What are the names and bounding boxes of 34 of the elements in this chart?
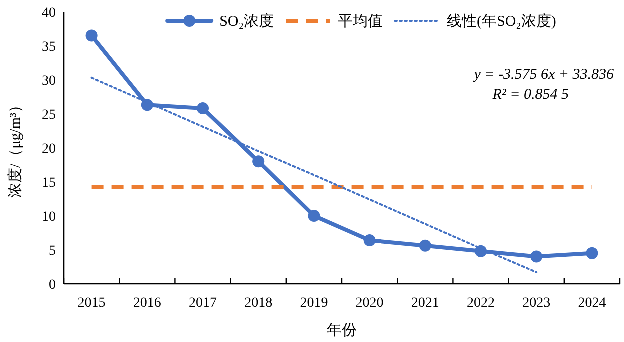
- point: [530, 250, 543, 263]
- point: [197, 102, 209, 115]
- point: [586, 247, 598, 260]
- x-tick-label: 2018: [244, 296, 273, 311]
- x-tick-label: 2021: [411, 296, 440, 311]
- y-tick-label: 0: [49, 278, 56, 293]
- x-tick-label: 2023: [522, 296, 551, 311]
- legend-label: 平均值: [338, 13, 383, 30]
- point: [419, 240, 432, 252]
- x-tick-label: 2022: [467, 296, 495, 311]
- x-tick-label: 2017: [189, 296, 217, 311]
- annotation: R² = 0.854 5: [492, 87, 570, 103]
- point: [308, 210, 320, 222]
- y-tick-label: 15: [42, 176, 56, 191]
- y-tick-label: 35: [42, 40, 56, 55]
- x-tick-label: 2024: [578, 296, 606, 311]
- x-tick-label: 2016: [133, 296, 162, 311]
- point: [252, 156, 265, 168]
- y-tick-label: 10: [42, 210, 56, 225]
- y-tick-label: 20: [42, 142, 56, 157]
- x-tick-label: 2015: [78, 296, 106, 311]
- y-tick-label: 5: [49, 244, 56, 259]
- legend-label: SO₂浓度: [220, 13, 274, 30]
- point: [364, 234, 376, 246]
- x-tick-label: 2020: [356, 296, 384, 311]
- legend-label: 线性(年SO₂浓度): [447, 13, 556, 30]
- annotation: y = -3.575 6x + 33.836: [472, 67, 614, 83]
- y-axis-title: 浓度/（μg/m³）: [7, 98, 24, 198]
- y-tick-label: 40: [42, 6, 56, 21]
- y-tick-label: 30: [42, 74, 56, 89]
- x-axis-title: 年份: [327, 322, 357, 339]
- y-tick-label: 25: [42, 108, 56, 123]
- point: [86, 30, 98, 42]
- x-tick-label: 2019: [300, 296, 328, 311]
